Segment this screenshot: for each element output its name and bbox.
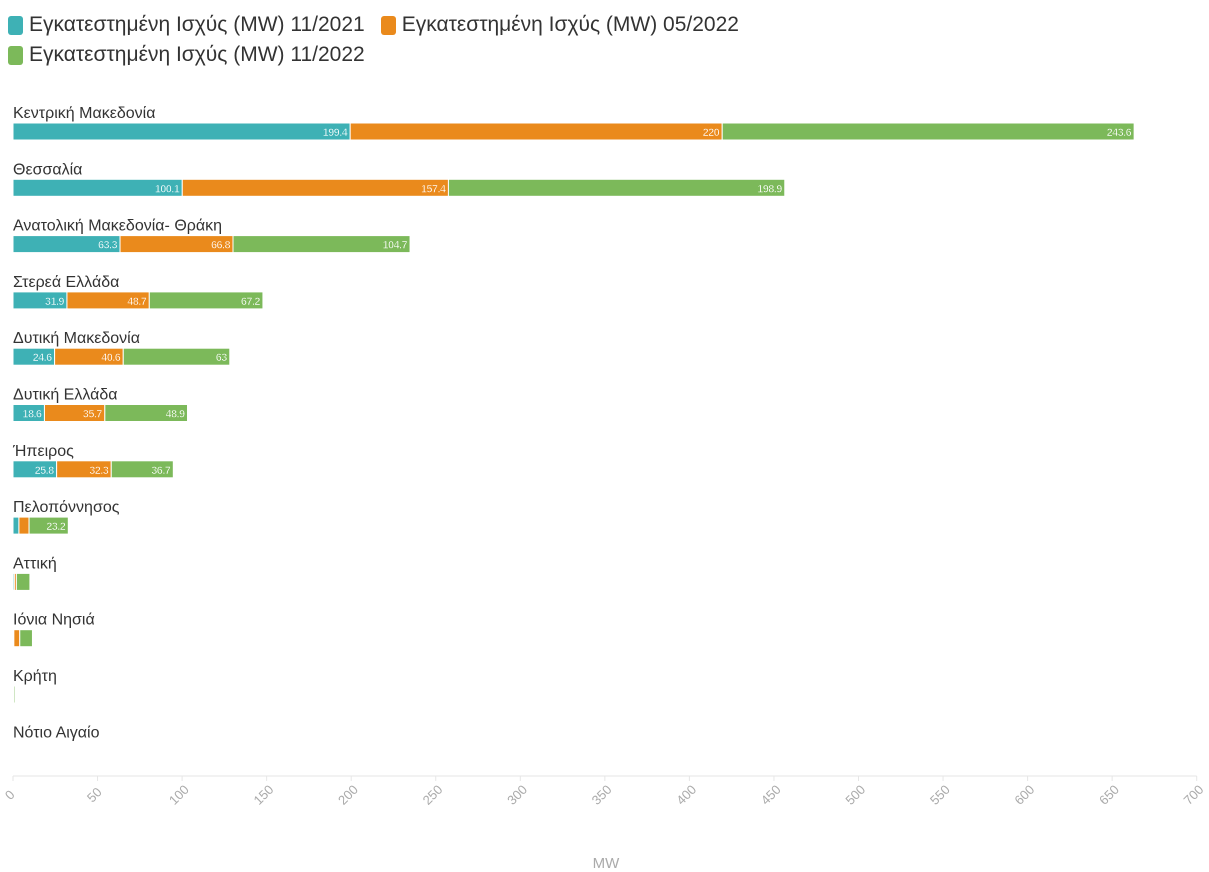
x-tick-label: 400	[673, 782, 699, 808]
bar-segment	[13, 629, 21, 648]
data-label: 24.6	[33, 352, 52, 364]
category-label: Πελοπόννησος	[13, 499, 120, 516]
x-tick-label: 250	[420, 782, 446, 808]
data-label: 243.6	[1107, 127, 1132, 139]
bar-segment	[12, 122, 351, 141]
category-label: Ανατολική Μακεδονία- Θράκη	[13, 218, 222, 235]
x-tick-label: 600	[1011, 782, 1037, 808]
bar-segment	[13, 685, 16, 704]
x-tick-label: 50	[84, 784, 105, 805]
data-label: 67.2	[241, 296, 260, 308]
data-label: 220	[703, 127, 720, 139]
data-label: 199.4	[323, 127, 349, 139]
bar-segment	[12, 516, 20, 535]
data-label: 32.3	[89, 465, 108, 477]
legend-item-series-1[interactable]: Εγκατεστημένη Ισχύς (MW) 11/2021	[8, 13, 365, 36]
x-tick-label: 200	[335, 782, 361, 808]
data-label: 48.7	[127, 296, 146, 308]
data-label: 40.6	[101, 352, 120, 364]
x-tick-label: 150	[250, 782, 276, 808]
data-label: 63	[216, 352, 228, 364]
legend-swatch-series-3	[8, 45, 23, 65]
x-axis-title: MW	[593, 855, 620, 872]
data-label: 36.7	[151, 465, 170, 477]
x-tick-label: 100	[166, 782, 192, 808]
bar-segment	[18, 516, 30, 535]
data-label: 104.7	[383, 240, 408, 252]
bar-segment	[232, 235, 411, 254]
data-label: 63.3	[98, 240, 117, 252]
category-label: Ιόνια Νησιά	[13, 612, 95, 629]
data-label: 66.8	[211, 240, 230, 252]
data-label: 157.4	[421, 183, 447, 195]
data-label: 18.6	[22, 409, 41, 421]
data-label: 198.9	[757, 183, 782, 195]
legend-label-series-2: Εγκατεστημένη Ισχύς (MW) 05/2022	[401, 13, 739, 36]
x-tick-label: 550	[927, 782, 953, 808]
legend-item-series-2[interactable]: Εγκατεστημένη Ισχύς (MW) 05/2022	[380, 13, 739, 36]
category-label: Θεσσαλία	[13, 161, 82, 178]
category-label: Κεντρική Μακεδονία	[13, 105, 155, 122]
data-label: 23.2	[46, 521, 65, 533]
x-tick-label: 300	[504, 782, 530, 808]
data-label: 35.7	[83, 409, 102, 421]
bar-segment	[28, 516, 69, 535]
legend-label-series-3: Εγκατεστημένη Ισχύς (MW) 11/2022	[29, 43, 365, 66]
chart-legend: Εγκατεστημένη Ισχύς (MW) 11/2021 Εγκατεσ…	[8, 13, 908, 66]
x-tick-label: 700	[1181, 782, 1207, 808]
data-label: 25.8	[35, 465, 54, 477]
category-label: Νότιο Αιγαίο	[13, 724, 100, 741]
category-label: Δυτική Μακεδονία	[13, 330, 140, 347]
bar-segment	[104, 404, 189, 422]
data-label: 48.9	[165, 409, 184, 421]
bar-segment	[349, 122, 723, 141]
bar-segment	[122, 347, 231, 366]
x-tick-label: 500	[842, 782, 868, 808]
x-tick-label: 350	[589, 782, 615, 808]
x-tick-label: 0	[2, 787, 18, 803]
bar-segment	[721, 122, 1135, 141]
bar-segment	[19, 629, 33, 648]
bar-segment	[110, 460, 174, 479]
category-label: Στερεά Ελλάδα	[13, 274, 119, 291]
legend-item-series-3[interactable]: Εγκατεστημένη Ισχύς (MW) 11/2022	[8, 43, 365, 66]
category-label: Κρήτη	[13, 668, 57, 685]
x-tick-label: 650	[1096, 782, 1122, 808]
legend-swatch-series-1	[8, 15, 23, 35]
bar-segment	[181, 178, 449, 197]
data-label: 100.1	[155, 183, 180, 195]
category-label: Ήπειρος	[12, 443, 74, 460]
bar-segment	[148, 291, 264, 310]
bar-segment	[447, 178, 786, 197]
data-label: 31.9	[45, 296, 64, 308]
legend-label-series-1: Εγκατεστημένη Ισχύς (MW) 11/2021	[29, 13, 365, 36]
category-label: Αττική	[13, 555, 57, 572]
bar-segment	[15, 572, 31, 591]
x-tick-label: 450	[758, 782, 784, 808]
category-label: Δυτική Ελλάδα	[13, 387, 118, 404]
legend-swatch-series-2	[380, 15, 396, 35]
